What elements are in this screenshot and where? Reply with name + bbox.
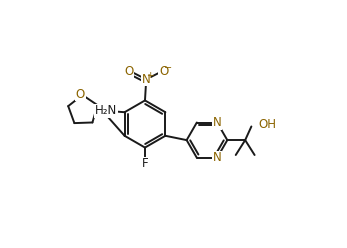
Text: O: O bbox=[124, 65, 134, 78]
Text: N: N bbox=[213, 151, 221, 164]
Text: N: N bbox=[142, 73, 151, 86]
Text: OH: OH bbox=[258, 119, 276, 131]
Text: −: − bbox=[164, 63, 172, 73]
Text: H₂N: H₂N bbox=[95, 104, 117, 118]
Text: +: + bbox=[146, 71, 153, 80]
Text: N: N bbox=[213, 116, 221, 129]
Text: O: O bbox=[159, 65, 168, 78]
Text: O: O bbox=[76, 88, 85, 100]
Text: F: F bbox=[142, 157, 148, 170]
